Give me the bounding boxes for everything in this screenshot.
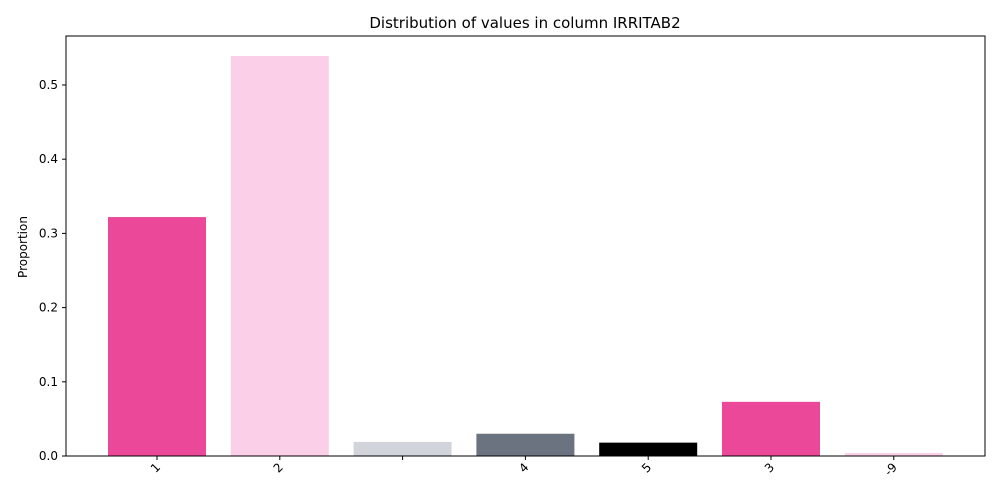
- y-axis-label: Proportion: [16, 216, 30, 278]
- y-tick-label-4: 0.4: [39, 152, 58, 166]
- plot-frame: [65, 35, 986, 457]
- y-tick-label-0: 0.0: [39, 449, 58, 463]
- y-axis-ticks: 0.0 0.1 0.2 0.3 0.4 0.5: [39, 78, 66, 463]
- x-tick-label-1: 2: [271, 460, 286, 475]
- y-tick-label-5: 0.5: [39, 78, 58, 92]
- x-tick-label-3: 4: [516, 460, 531, 475]
- bars-group: [108, 56, 943, 456]
- x-tick-label-6: -9: [882, 460, 900, 478]
- x-tick-label-4: 5: [639, 460, 654, 475]
- bar-0: [108, 217, 206, 456]
- bar-5: [722, 401, 820, 456]
- x-axis-ticks: 1 2 4 5 3 -9: [148, 456, 900, 479]
- bar-2: [353, 441, 452, 456]
- y-tick-label-1: 0.1: [39, 375, 58, 389]
- x-tick-label-5: 3: [762, 460, 777, 475]
- bar-6: [844, 453, 943, 456]
- y-tick-label-3: 0.3: [39, 226, 58, 240]
- x-tick-label-0: 1: [148, 460, 163, 475]
- y-tick-label-2: 0.2: [39, 301, 58, 315]
- chart-title: Distribution of values in column IRRITAB…: [369, 14, 680, 32]
- bar-1: [230, 56, 329, 456]
- bar-3: [476, 433, 575, 456]
- bar-4: [599, 442, 698, 456]
